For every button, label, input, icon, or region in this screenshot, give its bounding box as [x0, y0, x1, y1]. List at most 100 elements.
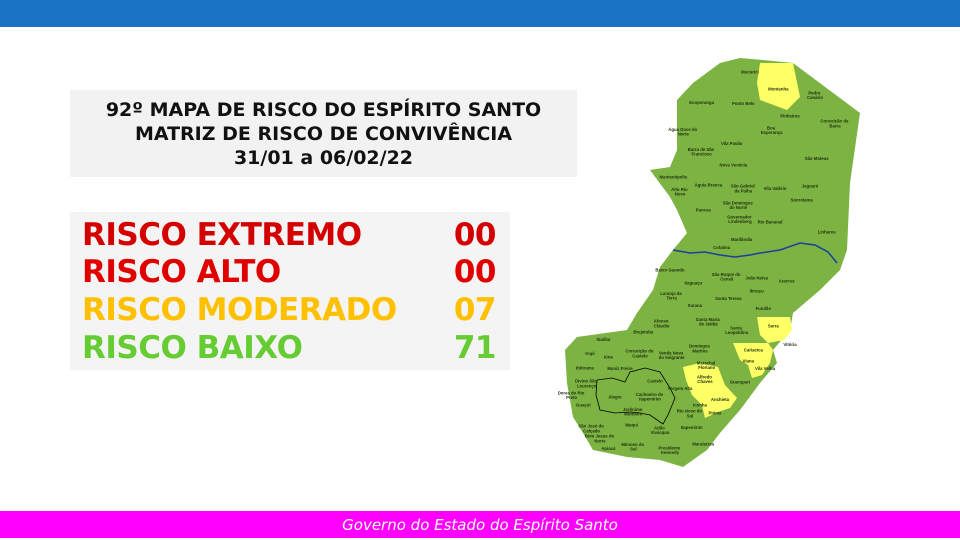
municipality-label: Itaguaçu [684, 280, 702, 285]
risk-label: RISCO ALTO [82, 254, 281, 290]
municipality-label: Vila Velha [755, 366, 776, 371]
municipality-label: Pancas [696, 208, 712, 213]
municipality-label: Santa Leopoldina [725, 325, 749, 335]
municipality-label: Iúna [604, 354, 613, 359]
municipality-label: Afonso Cláudio [654, 319, 670, 329]
municipality-label: Castelo [647, 379, 663, 384]
municipality-label: Muniz Freire [607, 366, 633, 371]
municipality-label: Conceição do Castelo [625, 349, 654, 359]
municipality-label: Ibatiba [596, 337, 610, 342]
municipality-label: Dores do Rio Preto [558, 390, 586, 400]
municipality-label: Mantenópolis [659, 174, 687, 179]
municipality-label: Divino São Lourenço [575, 379, 598, 389]
municipality-label: Atílio Vivácqua [651, 425, 670, 435]
municipality-label: João Neiva [745, 275, 768, 280]
municipality-label: Jaguaré [802, 183, 819, 188]
municipality-label: Marilândia [731, 237, 753, 242]
risk-count: 00 [453, 254, 497, 290]
municipality-label: Viana [743, 358, 755, 363]
risk-row-baixo: RISCO BAIXO 71 [82, 329, 497, 367]
risk-label: RISCO EXTREMO [82, 217, 362, 253]
risk-row-extremo: RISCO EXTREMO 00 [82, 216, 497, 254]
municipality-label: Vila Valério [764, 186, 787, 191]
rio-doce-river [672, 242, 838, 264]
municipality-label: Cariacica [744, 348, 764, 353]
municipality-label: Itapemirim [681, 425, 703, 430]
municipality-label: Muqui [625, 423, 638, 428]
municipality-label: Ponto Belo [732, 101, 755, 106]
municipality-label: Bom Jesus do Norte [585, 434, 616, 444]
risk-count: 00 [453, 217, 497, 253]
municipality-label: Água Doce do Norte [668, 127, 698, 137]
municipality-label: Iconha [693, 403, 707, 408]
municipality-label: Guaçuí [576, 403, 591, 408]
municipality-label: Jerônimo Monteiro [623, 407, 644, 417]
municipality-label: Alto Rio Novo [671, 187, 689, 197]
municipality-label: Mucurici [741, 69, 759, 74]
risk-label: RISCO BAIXO [82, 330, 303, 366]
municipality-label: Marataízes [692, 441, 715, 446]
municipality-labels: Mucurici Montanha Pedro Canário Ecoporanga P… [558, 69, 850, 455]
municipality-label: Mimoso do Sul [621, 442, 645, 452]
municipality-label: Vargem Alta [668, 386, 693, 391]
municipality-label: Piúma [709, 410, 723, 415]
municipality-label: Sooretama [791, 198, 814, 203]
municipality-label: São Gabriel da Palha [731, 184, 756, 194]
title-line-1: 92º MAPA DE RISCO DO ESPÍRITO SANTO [105, 98, 542, 121]
title-date-range: 31/01 a 06/02/22 [233, 146, 414, 169]
title-box: 92º MAPA DE RISCO DO ESPÍRITO SANTO MATR… [70, 90, 577, 177]
footer-bar: Governo do Estado do Espírito Santo [0, 511, 960, 538]
municipality-label: São Roque do Canaã [712, 272, 742, 282]
municipality-label: Apiacá [601, 446, 616, 451]
municipality-label: Cachoeiro de Itapemirim [636, 392, 664, 402]
region-alfredo-chaves-anchieta-piuma [683, 363, 737, 418]
municipality-label: Linhares [818, 229, 837, 234]
municipality-label: Domingos Martins [689, 344, 711, 354]
municipality-label: Ibiraçu [750, 289, 764, 294]
municipality-label: Boa Esperança [761, 125, 783, 135]
region-cariacica-vila-velha [733, 343, 773, 378]
municipality-label: Águia Branca [694, 183, 722, 188]
risk-count: 07 [453, 292, 497, 328]
municipality-label: Anchieta [711, 397, 730, 402]
region-border-caparao [595, 367, 676, 425]
municipality-label: Rio Bananal [758, 219, 783, 224]
municipality-label: Serra [768, 324, 780, 329]
risk-count: 71 [453, 330, 497, 366]
municipality-label: Presidente Kennedy [658, 445, 681, 455]
risk-row-moderado: RISCO MODERADO 07 [82, 291, 497, 329]
municipality-label: Pinheiros [780, 114, 800, 119]
municipality-label: Nova Venécia [719, 163, 747, 168]
risk-summary: RISCO EXTREMO 00 RISCO ALTO 00 RISCO MOD… [70, 212, 510, 370]
municipality-label: São Domingos do Norte [723, 200, 754, 210]
municipality-label: Irupi [585, 351, 594, 356]
municipality-label: Brejetuba [633, 329, 653, 334]
municipality-label: Alfredo Chaves [697, 374, 713, 384]
title-line-2: MATRIZ DE RISCO DE CONVIVÊNCIA [134, 122, 513, 145]
state-outline [565, 58, 860, 467]
municipality-label: Vitória [783, 342, 797, 347]
municipality-label: São Mateus [805, 156, 829, 161]
municipality-label: Marechal Floriano [697, 360, 717, 370]
risk-label: RISCO MODERADO [82, 292, 397, 328]
municipality-label: Barra de São Francisco [688, 147, 716, 157]
municipality-label: Ibitirama [576, 366, 595, 371]
municipality-label: Conceição da Barra [820, 119, 849, 129]
municipality-label: Guarapari [730, 379, 750, 384]
footer-text: Governo do Estado do Espírito Santo [342, 515, 618, 534]
municipality-label: Laranja da Terra [660, 291, 683, 301]
municipality-label: Baixo Guandu [655, 268, 685, 273]
municipality-label: Fundão [756, 306, 772, 311]
municipality-label: Ecoporanga [689, 100, 714, 105]
municipality-label: Santa Maria de Jetibá [696, 317, 721, 327]
municipality-label: Montanha [768, 87, 789, 92]
municipality-label: Santa Teresa [715, 296, 742, 301]
municipality-label: Alegre [608, 394, 622, 399]
municipality-label: Venda Nova do Imigrante [659, 350, 685, 360]
risk-row-alto: RISCO ALTO 00 [82, 253, 497, 291]
municipality-label: Governador Lindenberg [727, 214, 753, 224]
municipality-label: Pedro Canário [807, 90, 823, 100]
municipality-label: Colatina [713, 245, 731, 250]
region-serra [757, 317, 792, 343]
